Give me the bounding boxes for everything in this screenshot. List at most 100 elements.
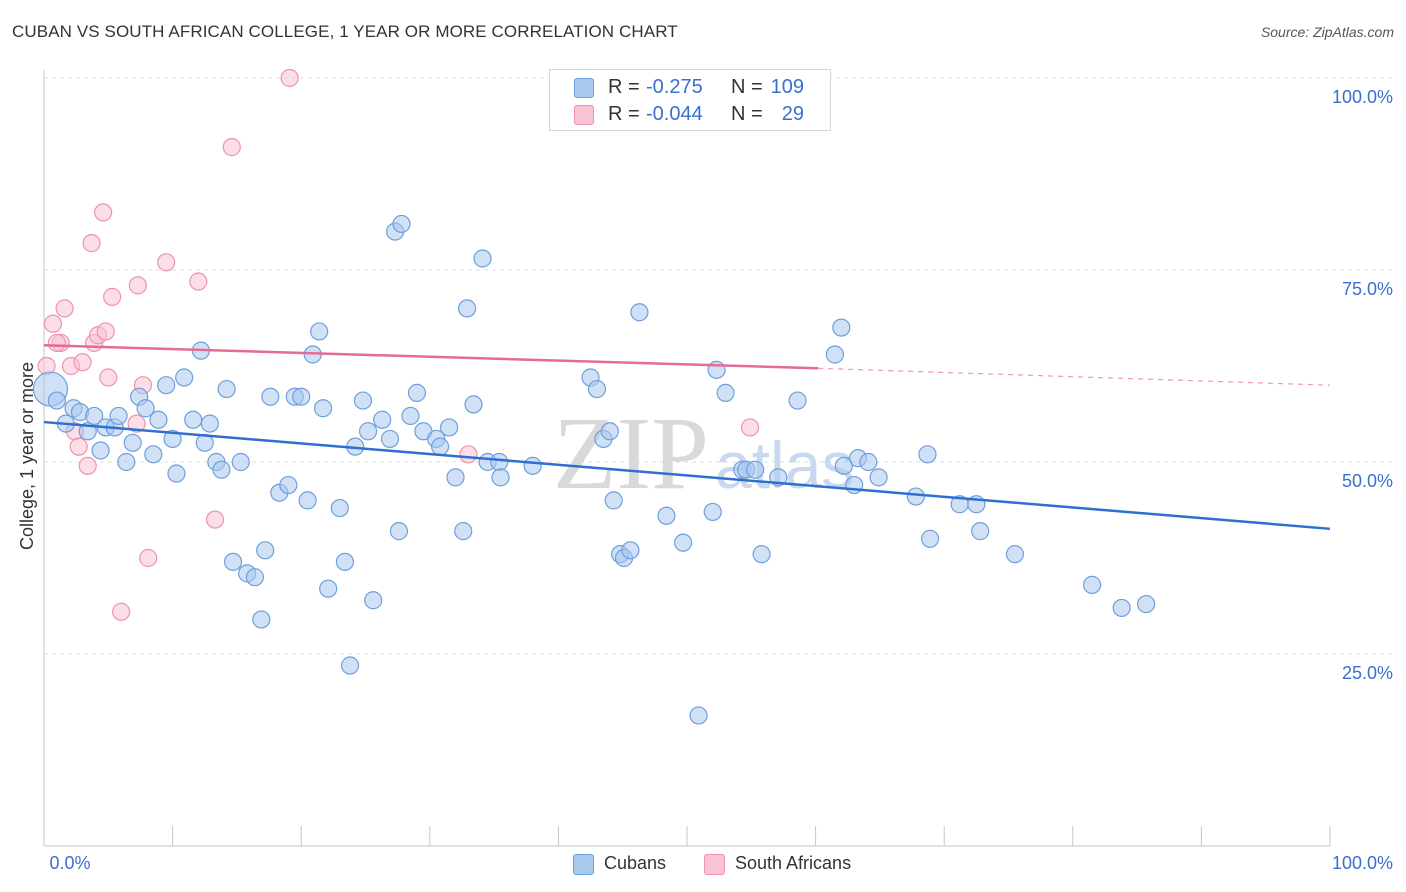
cubans-point (310, 322, 329, 341)
south-africans-point (96, 322, 115, 341)
south-africans-point (47, 333, 66, 353)
legend-row-cubans: R = -0.275 N = 109 (550, 74, 830, 100)
cubans-point (906, 487, 926, 506)
cubans-point (674, 533, 693, 552)
cubans-point (117, 452, 136, 472)
cubans-point (825, 345, 844, 364)
cubans-legend-label: Cubans (604, 853, 667, 873)
n-value: 29 (781, 103, 804, 125)
south-africans-point (82, 234, 101, 253)
south-africans-point (740, 418, 760, 437)
cubans-point (703, 502, 722, 522)
cubans-point (392, 214, 411, 234)
cubans-point (330, 498, 349, 518)
r-label: R = (608, 76, 640, 98)
cubans-point (91, 441, 110, 460)
cubans-point (144, 445, 163, 464)
y-tick-labels: 25.0% 50.0% 75.0% 100.0% (1332, 87, 1393, 683)
n-label: N = (731, 103, 763, 125)
legend-row-south-africans: R = -0.044 N = 29 (550, 101, 830, 127)
cubans-point (834, 456, 853, 475)
south-africans-swatch (574, 105, 594, 125)
cubans-point (752, 545, 771, 564)
cubans-point (689, 706, 708, 725)
cubans-point (175, 368, 194, 387)
cubans-point (920, 529, 940, 548)
source-label: Source: ZipAtlas.com (1260, 24, 1394, 40)
cubans-point (373, 410, 392, 429)
cubans-point (439, 418, 459, 437)
y-tick-label: 25.0% (1342, 663, 1393, 683)
cubans-point (523, 456, 542, 475)
cubans-point (298, 491, 317, 510)
cubans-point (109, 406, 128, 426)
cubans-point (167, 464, 186, 483)
cubans-point (788, 391, 807, 410)
x-tick-label-max: 100.0% (1332, 853, 1393, 873)
south-africans-point (94, 203, 113, 222)
cubans-point (389, 522, 409, 541)
south-africans-point (43, 314, 63, 333)
cubans-point (587, 379, 607, 399)
y-tick-label: 100.0% (1332, 87, 1393, 107)
south-africans-point (103, 287, 122, 306)
south-africans-point (128, 276, 147, 295)
cubans-point (149, 410, 168, 429)
south-africans-point (157, 253, 176, 272)
cubans-trendline (43, 420, 1331, 531)
south-africans-point (222, 138, 241, 157)
cubans-point (256, 541, 275, 560)
r-value: -0.275 (646, 76, 703, 98)
cubans-point (621, 541, 640, 560)
cubans-swatch (574, 78, 594, 98)
cubans-point (313, 399, 333, 418)
cubans-point (217, 379, 236, 399)
x-tick-label-min: 0.0% (49, 853, 90, 873)
cubans-point (157, 376, 176, 395)
cubans-point (446, 468, 465, 487)
cubans-point (832, 318, 851, 337)
cubans-point (657, 506, 676, 525)
y-tick-label: 50.0% (1342, 471, 1393, 491)
x-ticks (43, 826, 1331, 846)
cubans-point (279, 475, 298, 495)
cubans-point (1137, 594, 1156, 614)
cubans-point (600, 422, 619, 441)
cubans-point (335, 552, 355, 571)
south-africans-trendline (43, 344, 819, 370)
cubans-point (464, 395, 483, 414)
south-africans-legend-label: South Africans (735, 853, 852, 873)
south-africans-points (37, 68, 760, 621)
south-africans-point (205, 510, 225, 529)
cubans-point (292, 387, 311, 406)
cubans-point (364, 591, 383, 610)
cubans-point (401, 406, 420, 426)
cubans-point (454, 522, 473, 541)
south-africans-point (127, 414, 146, 433)
cubans-point (630, 303, 649, 322)
cubans-point (918, 445, 937, 464)
cubans-point (473, 249, 492, 268)
y-tick-label: 75.0% (1342, 279, 1393, 299)
y-axis-label: College, 1 year or more (17, 362, 37, 550)
cubans-point (430, 437, 450, 456)
cubans-point (85, 406, 104, 426)
cubans-point (200, 414, 219, 433)
cubans-point (859, 452, 878, 472)
cubans-point (184, 410, 203, 429)
cubans-point (716, 383, 735, 402)
cubans-point (319, 579, 338, 598)
n-label: N = (731, 76, 763, 98)
cubans-point (746, 460, 765, 479)
cubans-point (163, 429, 182, 449)
cubans-point (869, 468, 888, 487)
cubans-point (261, 387, 280, 406)
south-africans-point (459, 445, 478, 464)
cubans-point (123, 433, 142, 452)
south-africans-point (189, 272, 208, 291)
cubans-point (47, 391, 66, 410)
cubans-point (358, 422, 378, 441)
r-value: -0.044 (646, 103, 703, 125)
south-africans-point (69, 437, 88, 456)
